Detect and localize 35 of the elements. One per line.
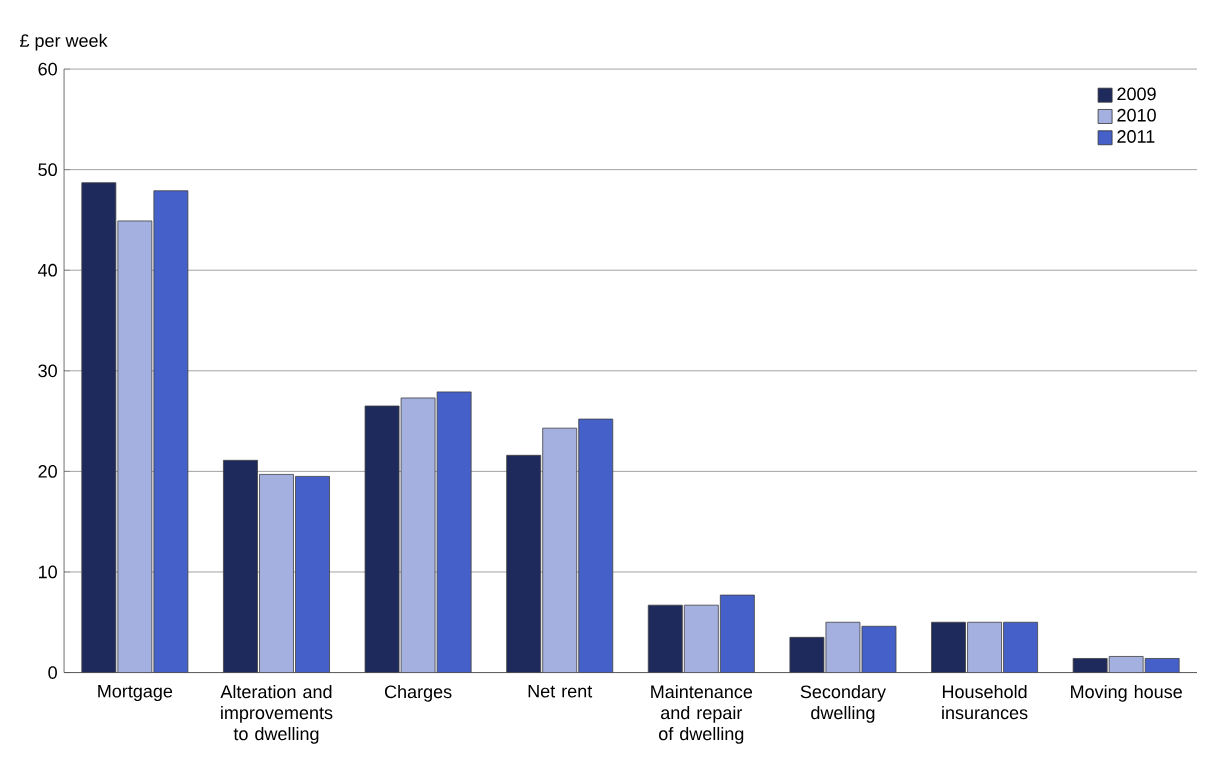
x-tick-label: Maintenance and repair of dwelling (651, 685, 753, 744)
x-tick-label: Alteration and improvements to dwelling (220, 685, 333, 744)
bar (117, 220, 153, 673)
y-tick-label: 50 (38, 163, 57, 177)
bar (542, 427, 578, 673)
bar (683, 604, 719, 673)
x-tick-label: Net rent (528, 685, 593, 698)
y-tick-label: 40 (38, 264, 57, 277)
y-axis-title: £ per week (19, 33, 108, 51)
x-tick-label: Household insurances (942, 685, 1028, 720)
x-tick-label: Secondary dwelling (800, 685, 886, 723)
y-tick-label: 0 (48, 666, 57, 680)
y-tick-label: 30 (38, 364, 57, 378)
y-tick-label: 10 (38, 565, 57, 579)
legend-label: 2009 (1117, 87, 1156, 101)
bar (436, 391, 472, 673)
x-tick-label: Charges (384, 685, 452, 702)
bar (1108, 656, 1144, 673)
bar (861, 626, 897, 673)
legend-label: 2010 (1117, 108, 1156, 122)
bar (1003, 622, 1038, 673)
bar (719, 594, 755, 673)
bar (295, 476, 330, 673)
bar (259, 474, 294, 673)
y-tick-label: 20 (38, 465, 57, 478)
bar (1144, 658, 1180, 673)
x-tick-label: Moving house (1071, 685, 1182, 702)
bar (825, 622, 861, 673)
bar (153, 190, 189, 673)
x-tick-label: Mortgage (98, 685, 173, 702)
y-tick-label: 60 (38, 62, 57, 76)
bar (578, 418, 614, 673)
bar (967, 622, 1002, 673)
bar (400, 397, 436, 673)
legend-label: 2011 (1117, 130, 1155, 144)
